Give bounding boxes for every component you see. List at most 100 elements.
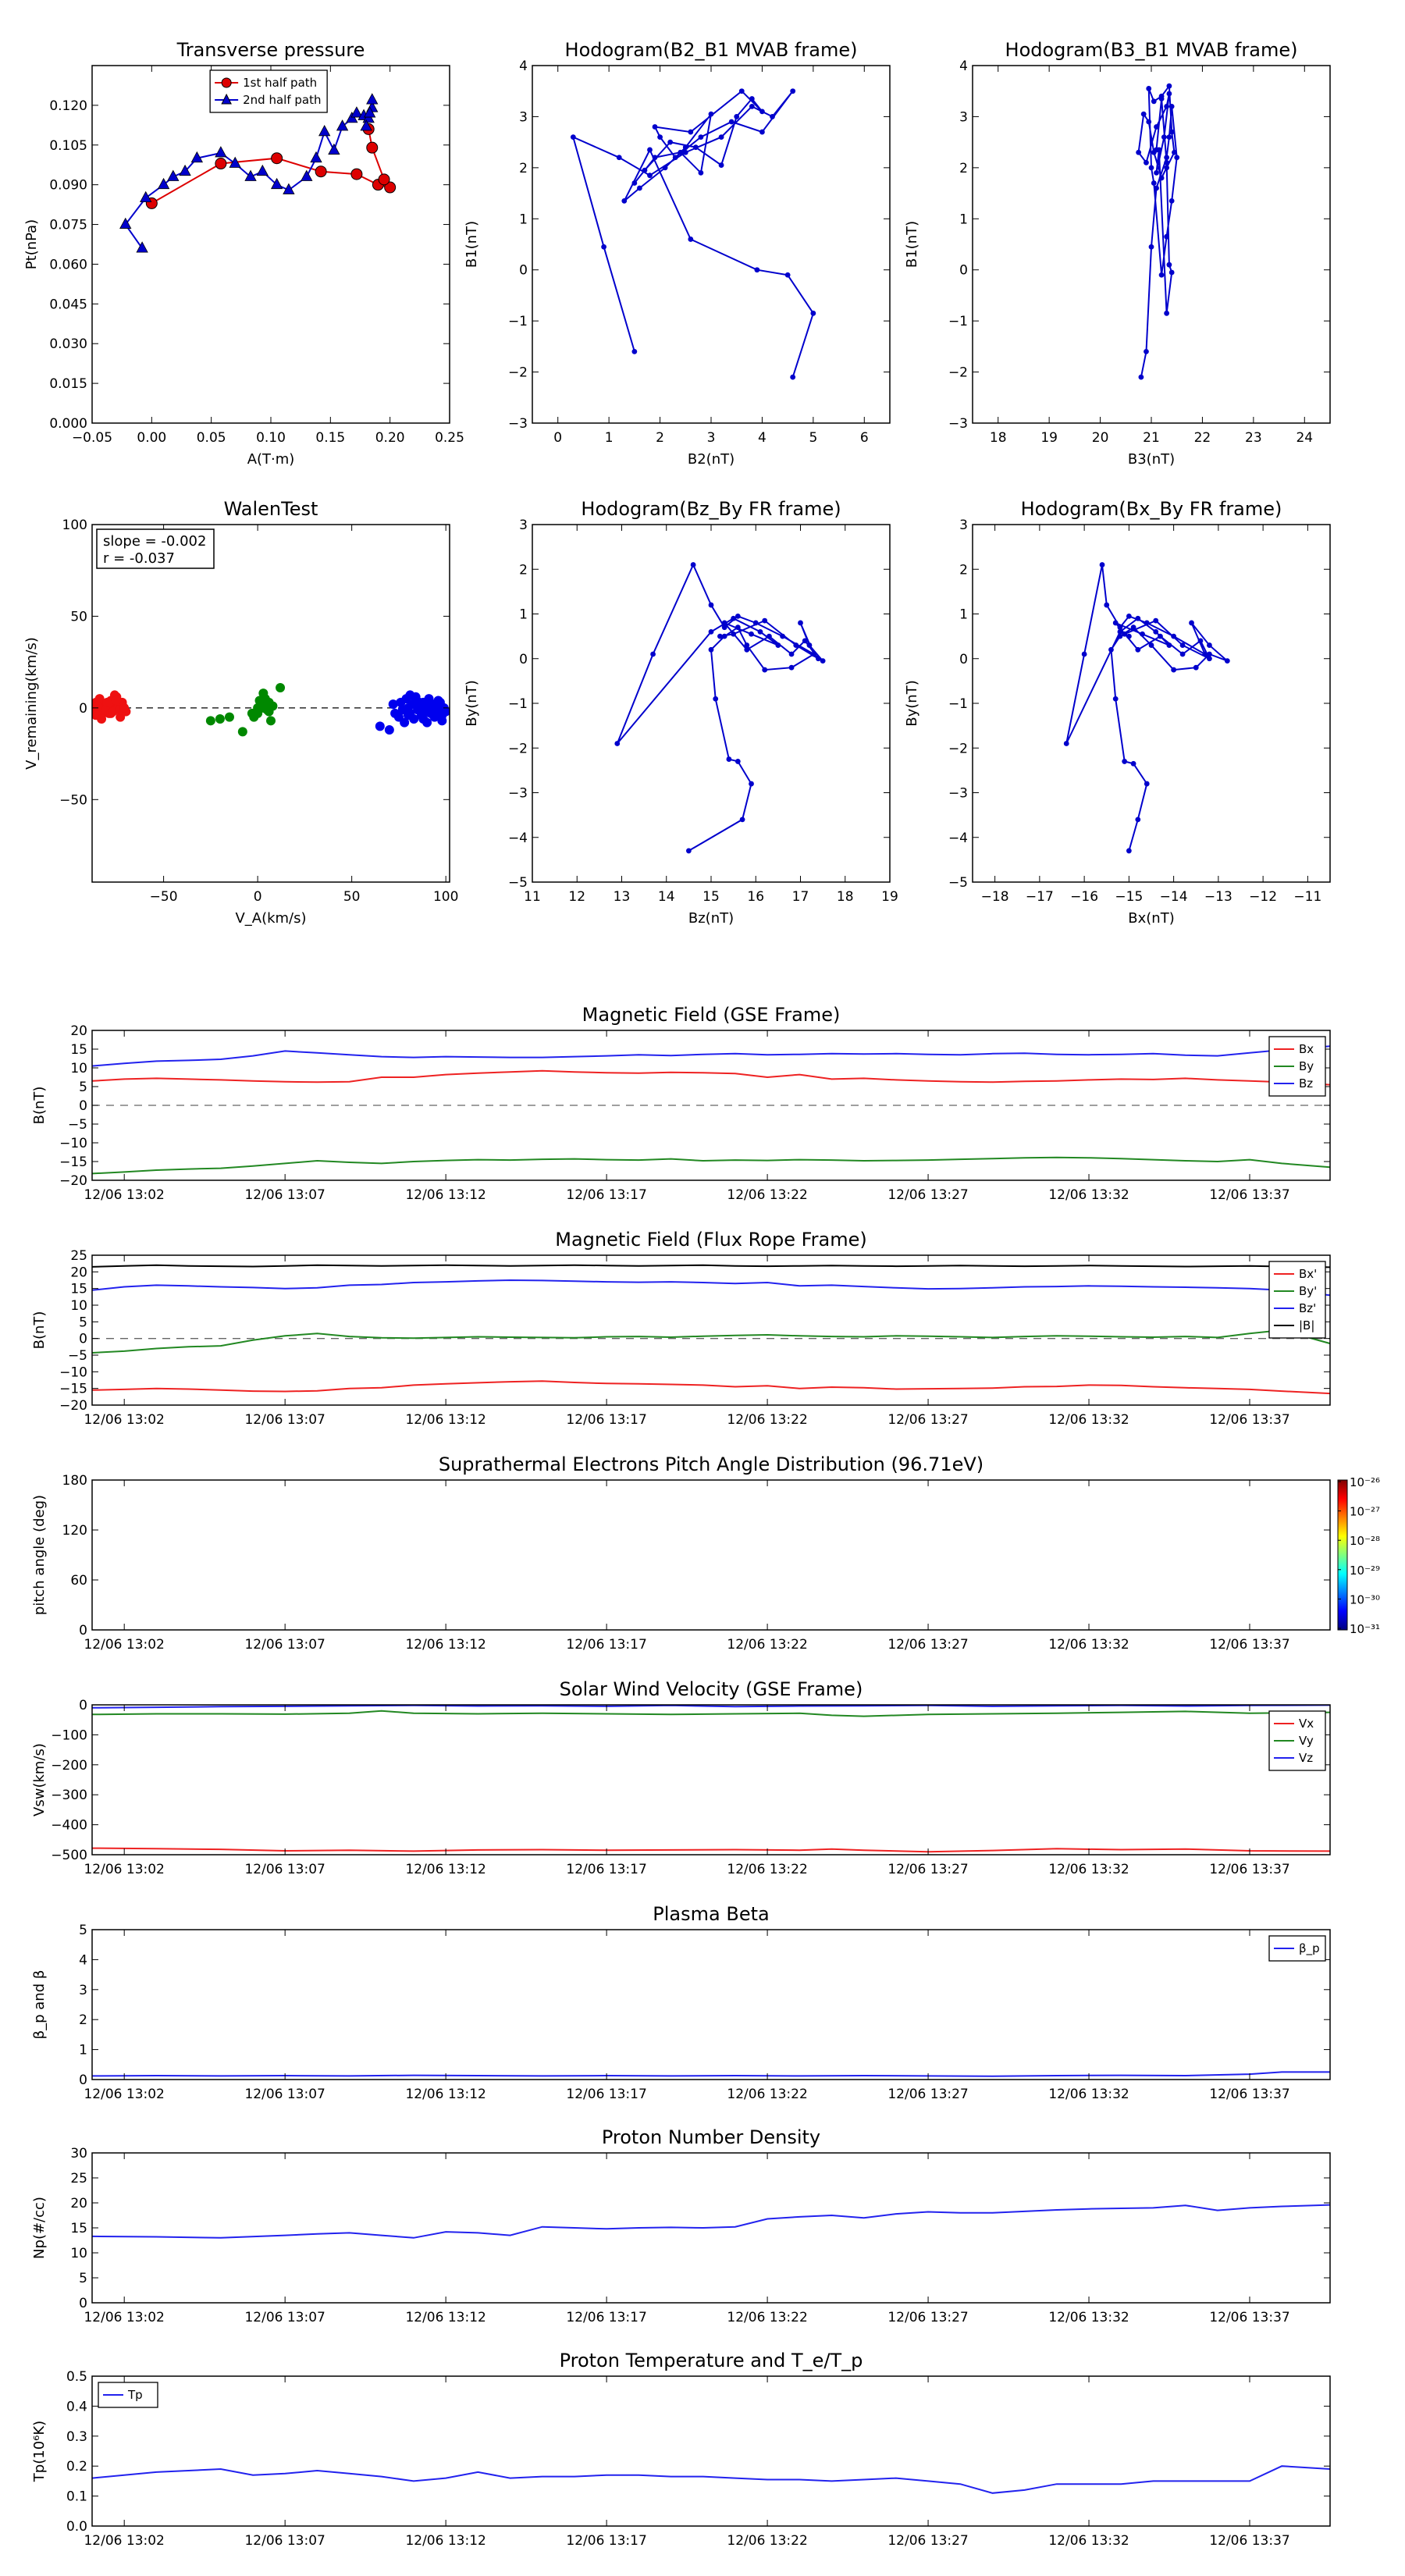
series-0 [1063,562,1230,854]
data-point [718,134,724,141]
data-point [731,615,737,621]
y-axis-label: B1(nT) [464,221,480,268]
data-point [429,712,439,722]
data-point [403,710,413,720]
x-tick-label: 12/06 13:02 [84,1637,164,1653]
data-point [784,272,791,278]
annotation-line: r = -0.037 [103,550,175,567]
plot-frame [91,2375,1331,2527]
data-point [759,129,765,135]
x-tick-label: 12/06 13:07 [244,1412,325,1428]
y-tick-label: 0.075 [49,218,87,233]
data-point [266,716,276,726]
data-point [97,713,107,724]
series-line [92,1045,1330,1067]
series-line [92,1847,1330,1853]
series-line [92,2204,1330,2239]
x-tick-label: 24 [1296,430,1313,446]
y-tick-label: 5 [79,1923,87,1938]
chart-walen-test: WalenTest −50 0 50 100 −50 0 50 100 V_A(km/s) V_re… [23,498,458,927]
data-point [179,164,191,176]
data-point [276,683,286,693]
data-point [429,701,439,711]
legend-label: Bx [1299,1042,1314,1056]
data-point [271,152,283,165]
chart-title: Hodogram(Bz_By FR frame) [581,498,841,520]
colorbar [1337,1479,1348,1631]
x-tick-label: 12/06 13:32 [1048,1637,1129,1653]
y-tick-label: 25 [70,1248,87,1264]
data-point [384,181,397,194]
y-tick-label: 0 [79,701,87,717]
x-tick-label: 12/06 13:07 [244,1637,325,1653]
y-tick-label: −5 [948,875,968,891]
x-axis-label: Bz(nT) [688,910,734,927]
data-point [718,162,724,168]
y-tick-label: −300 [51,1788,87,1803]
series-vx [92,1847,1330,1853]
y-tick-label: −2 [508,741,528,756]
x-tick-label: −16 [1070,889,1098,905]
colorbar-tick-label: 10⁻³⁰ [1350,1592,1380,1606]
y-tick-label: 2 [519,562,528,578]
x-tick-label: 12/06 13:32 [1048,2087,1129,2102]
data-point [1112,696,1119,702]
y-tick-label: −15 [59,1155,87,1170]
y-tick-label: 0.105 [49,138,87,154]
y-tick-label: 3 [519,109,528,125]
data-point [652,124,658,130]
x-axis-label: B3(nT) [1128,451,1175,468]
y-tick-label: −3 [948,786,968,802]
y-tick-label: 0.045 [49,297,87,312]
y-tick-label: 180 [62,1473,87,1489]
y-tick-label: −1 [948,314,968,329]
data-point [731,631,737,637]
data-point [647,147,653,153]
data-point [647,173,653,179]
series-2nd-half-path [119,93,379,253]
data-point [790,374,796,380]
data-point [1202,651,1208,657]
y-tick-label: −1 [508,314,528,329]
data-point [708,111,714,117]
legend: Bx By Bz [1268,1036,1326,1097]
data-point [698,134,704,141]
chart-title: Suprathermal Electrons Pitch Angle Distr… [439,1453,984,1475]
y-tick-label: 3 [959,109,968,125]
data-point [1154,147,1159,153]
chart-transverse-pressure: Transverse pressure 0.000 0.015 0.030 0.045 0… [23,39,464,468]
data-point [1144,620,1150,626]
y-axis-label: Vsw(km/s) [31,1743,48,1816]
series-line [92,1329,1330,1354]
data-point [798,620,803,626]
y-axis-label: Tp(10⁶K) [31,2421,48,2482]
x-tick-label: 12/06 13:22 [727,2310,807,2325]
x-tick-label: 12/06 13:02 [84,1412,164,1428]
data-point [735,613,741,619]
data-point [1140,631,1145,637]
y-tick-label: 1 [959,607,968,623]
x-tick-label: 12/06 13:37 [1209,2310,1289,2325]
data-point [570,134,576,141]
y-tick-label: −4 [948,831,968,846]
data-point [1151,98,1157,105]
x-tick-label: 12/06 13:32 [1048,1862,1129,1877]
series-tp [92,2465,1330,2494]
data-point [229,156,241,168]
x-tick-label: 12/06 13:22 [727,1412,807,1428]
series-1st-half-path [145,123,397,209]
y-tick-label: −10 [59,1364,87,1380]
data-point [1164,103,1170,109]
series-0 [614,562,826,854]
x-axis-label: B2(nT) [688,451,735,468]
data-point [744,642,750,648]
y-tick-label: 0 [79,1098,87,1114]
y-axis-label: Np(#/cc) [31,2197,48,2259]
x-tick-label: 12/06 13:07 [244,1187,325,1203]
series-0 [570,88,816,380]
series-line [92,1156,1330,1175]
y-tick-label: 4 [959,59,968,74]
series-line [92,1710,1330,1717]
data-point [258,688,269,699]
x-tick-label: 18 [990,430,1007,446]
